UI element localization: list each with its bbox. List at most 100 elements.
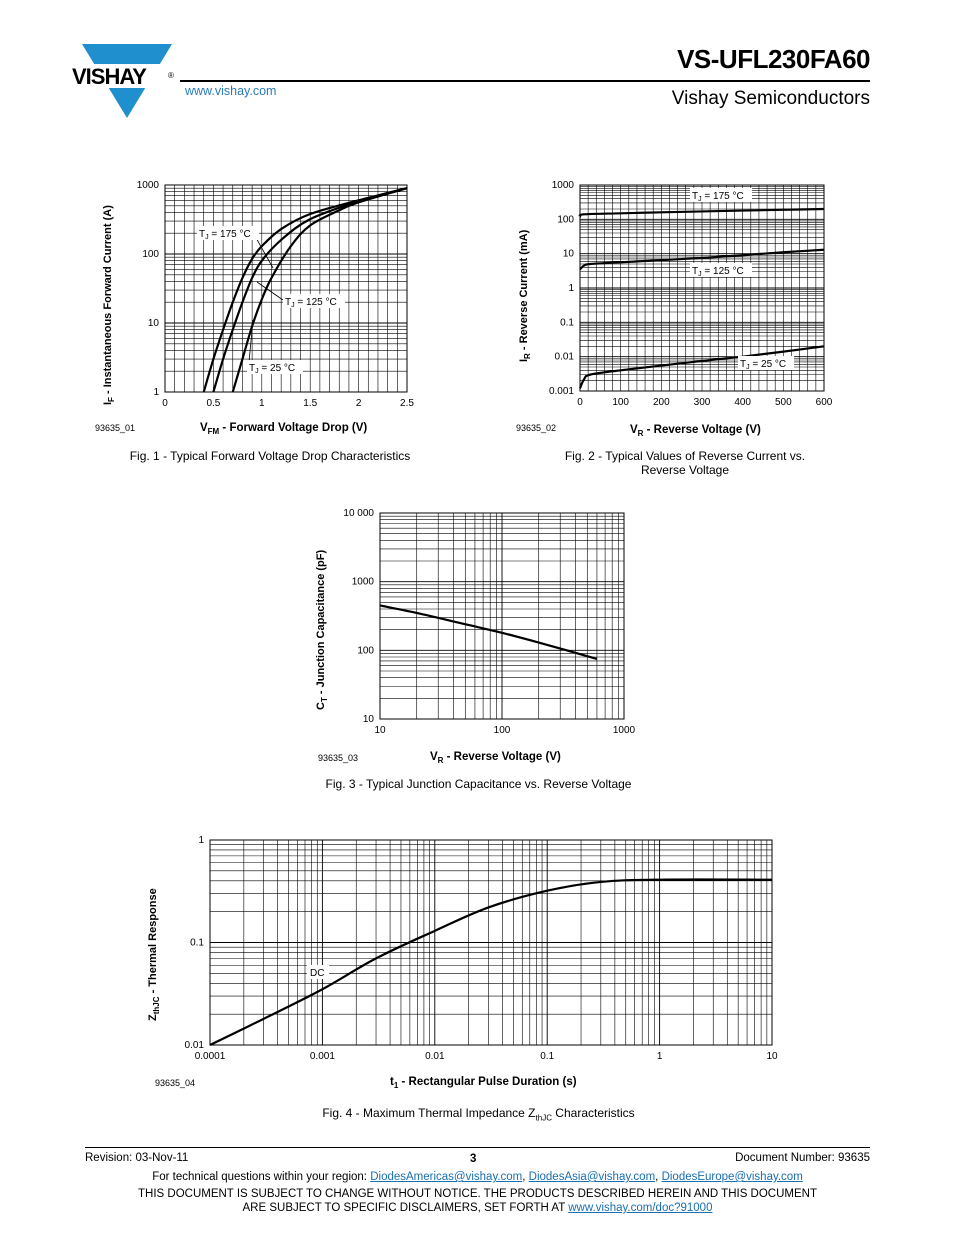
x-tick-label: 10 bbox=[374, 725, 386, 736]
fig4-grid bbox=[209, 839, 773, 1046]
x-tick-label: 2 bbox=[356, 398, 362, 409]
y-tick-label: 10 bbox=[563, 249, 575, 260]
x-tick-label: 1 bbox=[657, 1051, 663, 1062]
x-tick-label: 0.001 bbox=[310, 1051, 335, 1062]
fig1-xlabel: VFM - Forward Voltage Drop (V) bbox=[200, 422, 367, 436]
fig2-ylabel: IR - Reverse Current (mA) bbox=[518, 229, 532, 362]
fig1-annotation-25: TJ = 25 °C bbox=[247, 319, 303, 375]
svg-text:TJ = 25 °C: TJ = 25 °C bbox=[740, 359, 786, 371]
fig3-xlabel: VR - Reverse Voltage (V) bbox=[430, 751, 561, 765]
x-tick-label: 200 bbox=[653, 397, 670, 408]
footer-page-number: 3 bbox=[470, 1153, 477, 1165]
x-tick-label: 300 bbox=[694, 397, 711, 408]
x-tick-label: 2.5 bbox=[400, 398, 414, 409]
plot-frame bbox=[579, 184, 825, 392]
y-tick-label: 10 bbox=[148, 318, 160, 329]
email-asia-link[interactable]: DiodesAsia@vishay.com bbox=[528, 1171, 656, 1183]
svg-text:TJ = 25 °C: TJ = 25 °C bbox=[249, 363, 295, 375]
footer-revision: Revision: 03-Nov-11 bbox=[85, 1152, 189, 1164]
fig2-lines bbox=[578, 207, 825, 389]
part-number: VS-UFL230FA60 bbox=[677, 44, 870, 74]
fig4-ylabel: ZthJC - Thermal Response bbox=[147, 888, 161, 1021]
series-line-0 bbox=[578, 207, 825, 218]
fig3-chart: 10 100 1000 10 100 1000 10 000 93635_03 VR - R… bbox=[315, 508, 636, 765]
fig3-ylabel: CT - Junction Capacitance (pF) bbox=[315, 550, 329, 710]
y-tick-label: 0.01 bbox=[555, 352, 575, 363]
fig1-id: 93635_01 bbox=[95, 423, 135, 433]
y-tick-label: 1 bbox=[568, 283, 574, 294]
y-tick-label: 1000 bbox=[552, 180, 575, 191]
x-tick-label: 100 bbox=[612, 397, 629, 408]
x-tick-label: 0.1 bbox=[540, 1051, 554, 1062]
fig1-ylabel: IF - Instantaneous Forward Current (A) bbox=[102, 205, 116, 405]
svg-text:TJ = 175 °C: TJ = 175 °C bbox=[692, 191, 744, 203]
header-rule bbox=[180, 80, 870, 82]
x-tick-label: 0.5 bbox=[206, 398, 220, 409]
series-line-1 bbox=[579, 248, 825, 271]
fig2-id: 93635_02 bbox=[516, 423, 556, 433]
x-tick-label: 0 bbox=[577, 397, 583, 408]
y-tick-label: 1 bbox=[198, 835, 204, 846]
y-tick-label: 1 bbox=[153, 387, 159, 398]
x-tick-label: 1.5 bbox=[303, 398, 317, 409]
svg-text:DC: DC bbox=[310, 968, 324, 979]
series-line-2 bbox=[578, 345, 825, 389]
y-tick-label: 0.1 bbox=[190, 938, 204, 949]
fig4-annotation-dc: DC bbox=[307, 965, 329, 979]
x-tick-label: 0 bbox=[162, 398, 168, 409]
fig2-annotation-175: TJ = 175 °C bbox=[690, 188, 752, 203]
plot-frame bbox=[164, 184, 408, 393]
logo-text: VISHAY bbox=[72, 64, 147, 89]
fig2-chart: 0 100 200 300 400 500 600 0.001 0.01 0.1 1 10 100 100… bbox=[516, 180, 833, 438]
x-tick-label: 10 bbox=[766, 1051, 778, 1062]
y-tick-label: 0.1 bbox=[560, 317, 574, 328]
x-tick-label: 0.0001 bbox=[195, 1051, 226, 1062]
footer-disclaimer-1: THIS DOCUMENT IS SUBJECT TO CHANGE WITHO… bbox=[138, 1188, 817, 1200]
series-line-2 bbox=[231, 187, 408, 393]
fig3-id: 93635_03 bbox=[318, 753, 358, 763]
series-line-0 bbox=[379, 604, 598, 660]
x-tick-label: 1000 bbox=[613, 725, 636, 736]
y-tick-label: 100 bbox=[557, 214, 574, 225]
y-tick-label: 10 000 bbox=[343, 508, 374, 519]
fig1-lines bbox=[202, 187, 408, 393]
fig4-caption: Fig. 4 - Maximum Thermal Impedance ZthJC… bbox=[322, 1106, 635, 1123]
x-tick-label: 400 bbox=[734, 397, 751, 408]
fig3-caption: Fig. 3 - Typical Junction Capacitance vs… bbox=[325, 777, 632, 791]
fig4-ticks: 0.0001 0.001 0.01 0.1 1 10 0.01 0.1 1 bbox=[185, 835, 778, 1062]
fig2-caption-line2: Reverse Voltage bbox=[640, 463, 730, 477]
fig3-lines bbox=[379, 604, 598, 660]
email-europe-link[interactable]: DiodesEurope@vishay.com bbox=[661, 1171, 803, 1183]
svg-text:TJ = 175 °C: TJ = 175 °C bbox=[199, 229, 251, 241]
fig2-xlabel: VR - Reverse Voltage (V) bbox=[630, 424, 761, 438]
footer-doc-number: Document Number: 93635 bbox=[735, 1152, 870, 1164]
fig1-grid bbox=[164, 184, 408, 393]
svg-text:TJ = 125 °C: TJ = 125 °C bbox=[692, 266, 744, 278]
disclaimer-link[interactable]: www.vishay.com/doc?91000 bbox=[568, 1202, 713, 1214]
footer-contact: For technical questions within your regi… bbox=[152, 1171, 803, 1183]
fig1-annotation-125: TJ = 125 °C bbox=[256, 281, 345, 309]
x-tick-label: 0.01 bbox=[425, 1051, 445, 1062]
y-tick-label: 10 bbox=[363, 714, 375, 725]
svg-text:TJ = 125 °C: TJ = 125 °C bbox=[285, 297, 337, 309]
fig1-ticks: 0 0.5 1 1.5 2 2.5 1 10 100 1000 bbox=[137, 180, 415, 409]
fig2-ticks: 0 100 200 300 400 500 600 0.001 0.01 0.1 1 10 100 100… bbox=[549, 180, 833, 408]
series-line-0 bbox=[202, 187, 408, 393]
email-americas-link[interactable]: DiodesAmericas@vishay.com bbox=[370, 1171, 523, 1183]
figure-4: 0.0001 0.001 0.01 0.1 1 10 0.01 0.1 1 DC 93635_0… bbox=[140, 826, 800, 1096]
x-tick-label: 1 bbox=[259, 398, 265, 409]
fig3-grid bbox=[379, 512, 625, 720]
company-name: Vishay Semiconductors bbox=[671, 88, 870, 109]
fig2-caption-line1: Fig. 2 - Typical Values of Reverse Curre… bbox=[564, 449, 806, 463]
x-tick-label: 100 bbox=[494, 725, 511, 736]
fig4-xlabel: t1 - Rectangular Pulse Duration (s) bbox=[390, 1076, 577, 1090]
fig1-annotation-175: TJ = 175 °C bbox=[197, 226, 274, 269]
header-url-link[interactable]: www.vishay.com bbox=[185, 84, 277, 98]
y-tick-label: 0.001 bbox=[549, 386, 574, 397]
vishay-logo: VISHAY ® bbox=[70, 44, 174, 118]
figure-3: 10 100 1000 10 100 1000 10 000 93635_03 VR - R… bbox=[310, 500, 650, 770]
logo-registered: ® bbox=[168, 71, 174, 80]
y-tick-label: 0.01 bbox=[185, 1040, 205, 1051]
footer-rule bbox=[85, 1147, 870, 1148]
series-line-1 bbox=[212, 187, 408, 393]
